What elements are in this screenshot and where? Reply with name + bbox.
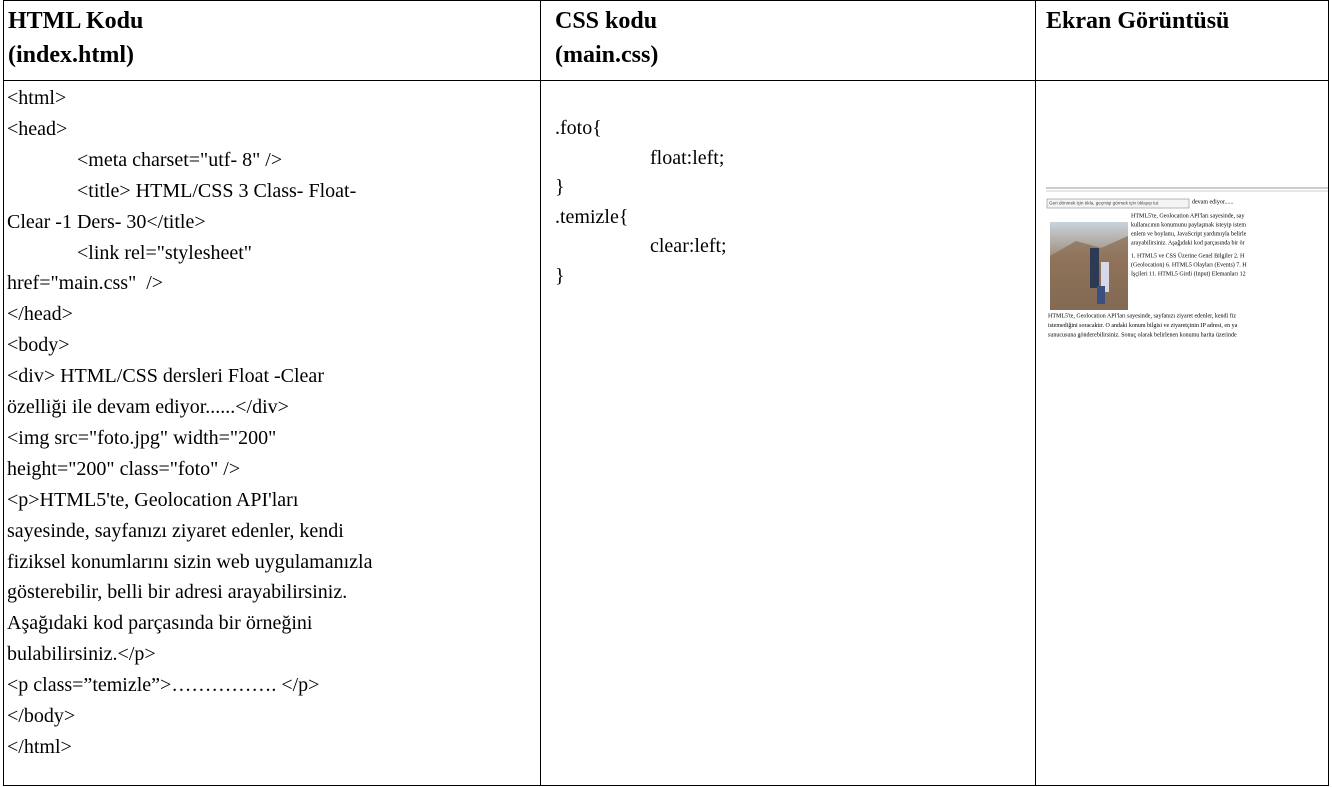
screenshot-line: 1. HTML5 ve CSS Üzerine Genel Bilgiler 2… [1131, 252, 1245, 259]
code-line: <link rel="stylesheet" [77, 241, 252, 264]
code-line: fiziksel konumlarını sizin web uygulaman… [7, 550, 373, 573]
photo-person [1090, 248, 1099, 288]
screenshot-line: (Geolocation) 6. HTML5 Olayları (Events)… [1131, 261, 1247, 268]
code-line: } [555, 264, 565, 287]
row-border [3, 80, 1329, 81]
screenshot-line: enlem ve boylamı, JavaScript yardımıyla … [1131, 231, 1247, 237]
code-line: Aşağıdaki kod parçasında bir örneğini [7, 612, 313, 635]
screenshot: Geri dönmek için tıkla, geçmişi görmek i… [1046, 187, 1328, 338]
photo-person [1101, 262, 1109, 292]
column-border [540, 0, 541, 786]
code-line: gösterebilir, belli bir adresi arayabili… [7, 581, 348, 604]
screenshot-line: arayabilirsiniz. Aşağıdaki kod parçasınd… [1131, 239, 1245, 246]
header-line: (main.css) [555, 42, 659, 68]
screenshot-heading: devam ediyor...... [1192, 199, 1234, 205]
code-line: <head> [7, 117, 68, 140]
code-line: </html> [7, 735, 72, 758]
screenshot-line: HTML5'te, Geolocation API'ları sayesinde… [1131, 213, 1244, 219]
code-line: <html> [7, 87, 67, 109]
code-line: float:left; [650, 146, 725, 169]
code-line: <img src="foto.jpg" width="200" [7, 426, 277, 449]
table-border [1328, 0, 1329, 786]
code-line: bulabilirsiniz.</p> [7, 643, 156, 666]
photo-person [1097, 286, 1105, 304]
header-line: Ekran Görüntüsü [1046, 8, 1230, 34]
code-line: } [555, 176, 565, 198]
code-line: özelliği ile devam ediyor......</div> [7, 396, 289, 418]
screenshot-line: İşçileri 11. HTML5 Girdi (Input) Elemanl… [1131, 270, 1246, 277]
code-line: .foto{ [555, 117, 602, 139]
code-line: clear:left; [650, 235, 727, 257]
code-line: Clear -1 Ders- 30</title> [7, 210, 206, 233]
code-line: </head> [7, 303, 73, 326]
table-border [3, 0, 4, 786]
table-border [3, 785, 1329, 786]
column-border [1035, 0, 1036, 786]
code-line: <body> [7, 334, 70, 357]
code-line: .temizle{ [555, 205, 629, 228]
screenshot-content: Geri dönmek için tıkla, geçmişi görmek i… [1046, 187, 1328, 338]
code-line: </body> [7, 705, 76, 727]
code-line: <p class=”temizle”>……………. </p> [7, 674, 320, 697]
code-line: <title> HTML/CSS 3 Class- Float- [77, 179, 357, 202]
header-line: (index.html) [8, 42, 134, 68]
tooltip-text: Geri dönmek için tıkla, geçmişi görmek i… [1049, 201, 1159, 206]
tooltip-box [1046, 198, 1190, 209]
header-line: HTML Kodu [8, 8, 144, 34]
code-line: href="main.css" /> [7, 272, 164, 295]
code-line: height="200" class="foto" /> [7, 457, 241, 480]
screenshot-line: kullanıcının konumunu paylaşmak isteyip … [1131, 222, 1246, 228]
screenshot-line: sunucusuna gönderebilirsiniz. Sonuç olar… [1048, 332, 1237, 338]
code-line: <meta charset="utf- 8" /> [77, 148, 283, 171]
code-line: <p>HTML5'te, Geolocation API'ları [7, 488, 299, 511]
header-line: CSS kodu [555, 8, 658, 34]
code-line: <div> HTML/CSS dersleri Float -Clear [7, 365, 324, 388]
code-line: sayesinde, sayfanızı ziyaret edenler, ke… [7, 519, 344, 542]
screenshot-line: istemediğini soracaktır. O andaki konum … [1048, 322, 1238, 329]
table-border [3, 0, 1329, 1]
screenshot-line: HTML5'te, Geolocation API'ları sayesinde… [1048, 312, 1236, 319]
